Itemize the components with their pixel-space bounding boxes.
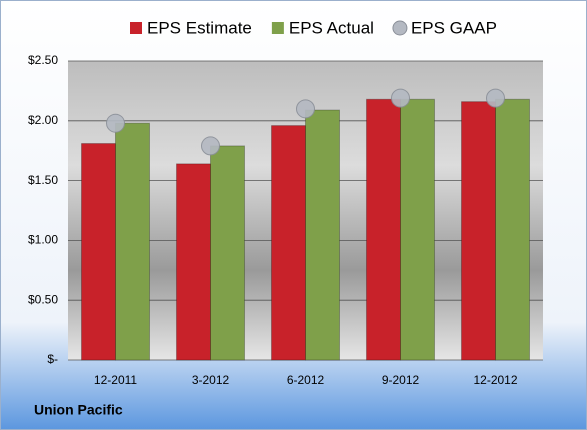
y-tick-label: $0.50 bbox=[28, 292, 58, 306]
x-tick-label: 9-2012 bbox=[382, 373, 420, 387]
point bbox=[106, 113, 125, 133]
legend-marker bbox=[130, 22, 142, 34]
source: Union Pacific bbox=[34, 402, 123, 418]
legend-label: EPS GAAP bbox=[411, 18, 497, 37]
legend-marker bbox=[392, 20, 408, 36]
y-tick-label: $- bbox=[47, 352, 58, 366]
point bbox=[486, 88, 505, 108]
legend-marker bbox=[271, 22, 284, 34]
bar bbox=[271, 125, 306, 361]
bar bbox=[115, 122, 150, 361]
x-tick-label: 6-2012 bbox=[287, 373, 325, 387]
bar bbox=[305, 109, 340, 361]
bar bbox=[366, 98, 401, 361]
y-tick-label: $2.50 bbox=[28, 53, 58, 67]
bar bbox=[400, 98, 435, 361]
x-tick-label: 12-2011 bbox=[94, 373, 137, 387]
legend-label: EPS Estimate bbox=[147, 18, 252, 37]
bar bbox=[495, 98, 530, 361]
point bbox=[296, 99, 315, 119]
bar bbox=[176, 163, 211, 361]
point bbox=[201, 136, 220, 156]
y-tick-label: $2.00 bbox=[28, 113, 58, 127]
y-tick-label: $1.00 bbox=[28, 233, 58, 247]
x-tick-label: 3-2012 bbox=[192, 373, 230, 387]
point bbox=[391, 88, 410, 108]
x-tick-label: 12-2012 bbox=[473, 373, 517, 387]
y-tick-label: $1.50 bbox=[28, 173, 58, 187]
bar bbox=[81, 143, 116, 361]
legend-label: EPS Actual bbox=[289, 18, 374, 37]
bar bbox=[461, 101, 496, 361]
bar bbox=[210, 145, 245, 361]
